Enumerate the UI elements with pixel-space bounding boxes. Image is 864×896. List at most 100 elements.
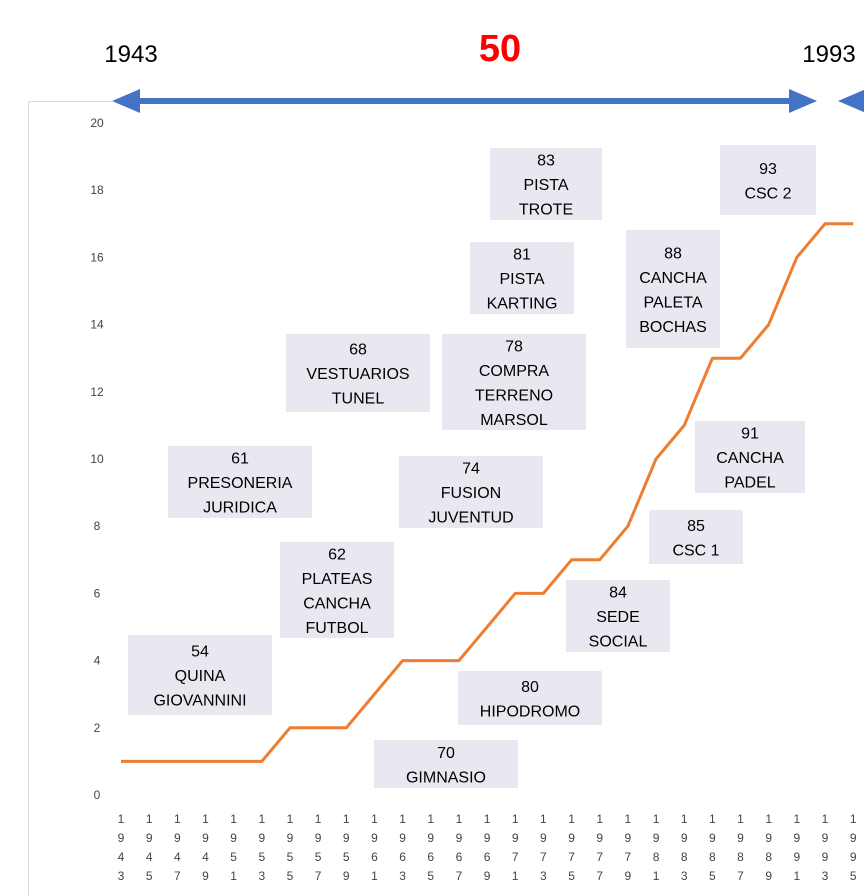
annotation-box: [399, 456, 543, 528]
annotation-line: GIMNASIO: [406, 769, 486, 786]
annotation-line: FUTBOL: [305, 620, 368, 637]
series-line-0: [121, 222, 854, 763]
annotation-box: [286, 334, 430, 412]
annotation-box: [128, 635, 272, 715]
span-arrow-right-head: [789, 89, 817, 113]
annotation-box: [280, 542, 394, 638]
annotation-box: [626, 230, 720, 348]
annotation-line: PISTA: [523, 177, 568, 194]
annotation-68: 68 VESTUARIOS TUNEL: [286, 334, 430, 412]
annotation-box: [649, 510, 743, 564]
annotation-line: JURIDICA: [203, 500, 277, 517]
annotation-line: CSC 2: [744, 185, 791, 202]
annotation-line: 81: [513, 247, 531, 264]
annotation-line: 91: [741, 426, 759, 443]
annotation-91: 91 CANCHA PADEL: [695, 421, 805, 493]
annotation-83: 83 PISTA TROTE: [490, 148, 602, 220]
annotation-line: PLATEAS: [302, 571, 373, 588]
annotation-line: VESTUARIOS: [306, 366, 409, 383]
annotation-line: FUSION: [441, 485, 501, 502]
annotation-54: 54 QUINA GIOVANNINI: [128, 635, 272, 715]
annotation-box: [566, 580, 670, 652]
annotation-line: 85: [687, 518, 705, 535]
annotation-line: COMPRA: [479, 363, 550, 380]
annotation-line: 88: [664, 245, 682, 262]
span-years-label: 50: [479, 28, 521, 70]
annotation-74: 74 FUSION JUVENTUD: [399, 456, 543, 528]
annotation-line: 54: [191, 644, 209, 661]
span-arrow-left-head: [112, 89, 140, 113]
annotation-84: 84 SEDE SOCIAL: [566, 580, 670, 652]
annotation-line: QUINA: [175, 668, 226, 685]
annotation-line: CANCHA: [639, 270, 707, 287]
annotation-box: [168, 446, 312, 518]
annotation-line: TUNEL: [332, 391, 385, 408]
chart-header: 1943 50 1993: [104, 28, 864, 113]
annotation-box: [374, 740, 518, 788]
annotation-line: TROTE: [519, 202, 573, 219]
y-tick-label: 16: [90, 250, 104, 264]
annotation-62: 62 PLATEAS CANCHA FUTBOL: [280, 542, 394, 638]
annotation-line: PADEL: [724, 475, 775, 492]
y-tick-label: 14: [90, 318, 104, 332]
annotation-line: JUVENTUD: [428, 510, 513, 527]
y-tick-label: 8: [94, 519, 101, 533]
annotation-line: CSC 1: [672, 542, 719, 559]
annotation-line: HIPODROMO: [480, 703, 580, 720]
annotation-line: PALETA: [644, 294, 703, 311]
annotation-line: 74: [462, 461, 480, 478]
annotation-78: 78 COMPRA TERRENO MARSOL: [442, 334, 586, 430]
annotation-line: PRESONERIA: [188, 475, 293, 492]
start-year-label: 1943: [104, 41, 157, 68]
annotation-93: 93 CSC 2: [720, 145, 816, 215]
annotation-box: [490, 148, 602, 220]
annotation-line: KARTING: [487, 296, 558, 313]
annotation-81: 81 PISTA KARTING: [470, 242, 574, 314]
y-axis: 0 2 4 6 8 10 12 14 16 18 20: [90, 116, 104, 802]
annotation-line: SEDE: [596, 609, 640, 626]
annotation-line: MARSOL: [480, 412, 548, 429]
annotation-box: [442, 334, 586, 430]
y-tick-label: 18: [90, 183, 104, 197]
annotation-85: 85 CSC 1: [649, 510, 743, 564]
annotation-box: [695, 421, 805, 493]
annotation-80: 80 HIPODROMO: [458, 671, 602, 725]
end-year-label: 1993: [802, 41, 855, 68]
annotation-line: 61: [231, 451, 249, 468]
y-tick-label: 10: [90, 452, 104, 466]
y-tick-label: 20: [90, 116, 104, 130]
annotation-line: 62: [328, 546, 346, 563]
annotation-line: TERRENO: [475, 387, 553, 404]
y-tick-label: 2: [94, 721, 101, 735]
series-layer: [121, 222, 854, 763]
annotation-61: 61 PRESONERIA JURIDICA: [168, 446, 312, 518]
x-axis: 1 9 4 3 1 9 4 5 1 9 4 7 1 9 4 9 1 9 5 1 1 9 5 3 1 9 5 5 1 9 5 7 1 9 5 9 1 9 6 1…: [118, 812, 857, 883]
annotation-line: 80: [521, 679, 539, 696]
annotation-line: BOCHAS: [639, 319, 707, 336]
annotation-line: 78: [505, 338, 523, 355]
annotation-line: 70: [437, 745, 455, 762]
